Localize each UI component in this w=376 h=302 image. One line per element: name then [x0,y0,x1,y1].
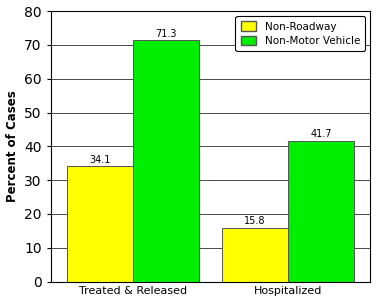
Legend: Non-Roadway, Non-Motor Vehicle: Non-Roadway, Non-Motor Vehicle [235,16,365,51]
Bar [288,140,354,281]
Bar [222,228,288,281]
Bar [133,40,199,281]
Y-axis label: Percent of Cases: Percent of Cases [6,90,18,202]
Text: 34.1: 34.1 [89,155,111,165]
Text: 15.8: 15.8 [244,217,266,226]
Text: 71.3: 71.3 [156,29,177,39]
Bar [67,166,133,281]
Text: 41.7: 41.7 [310,129,332,139]
